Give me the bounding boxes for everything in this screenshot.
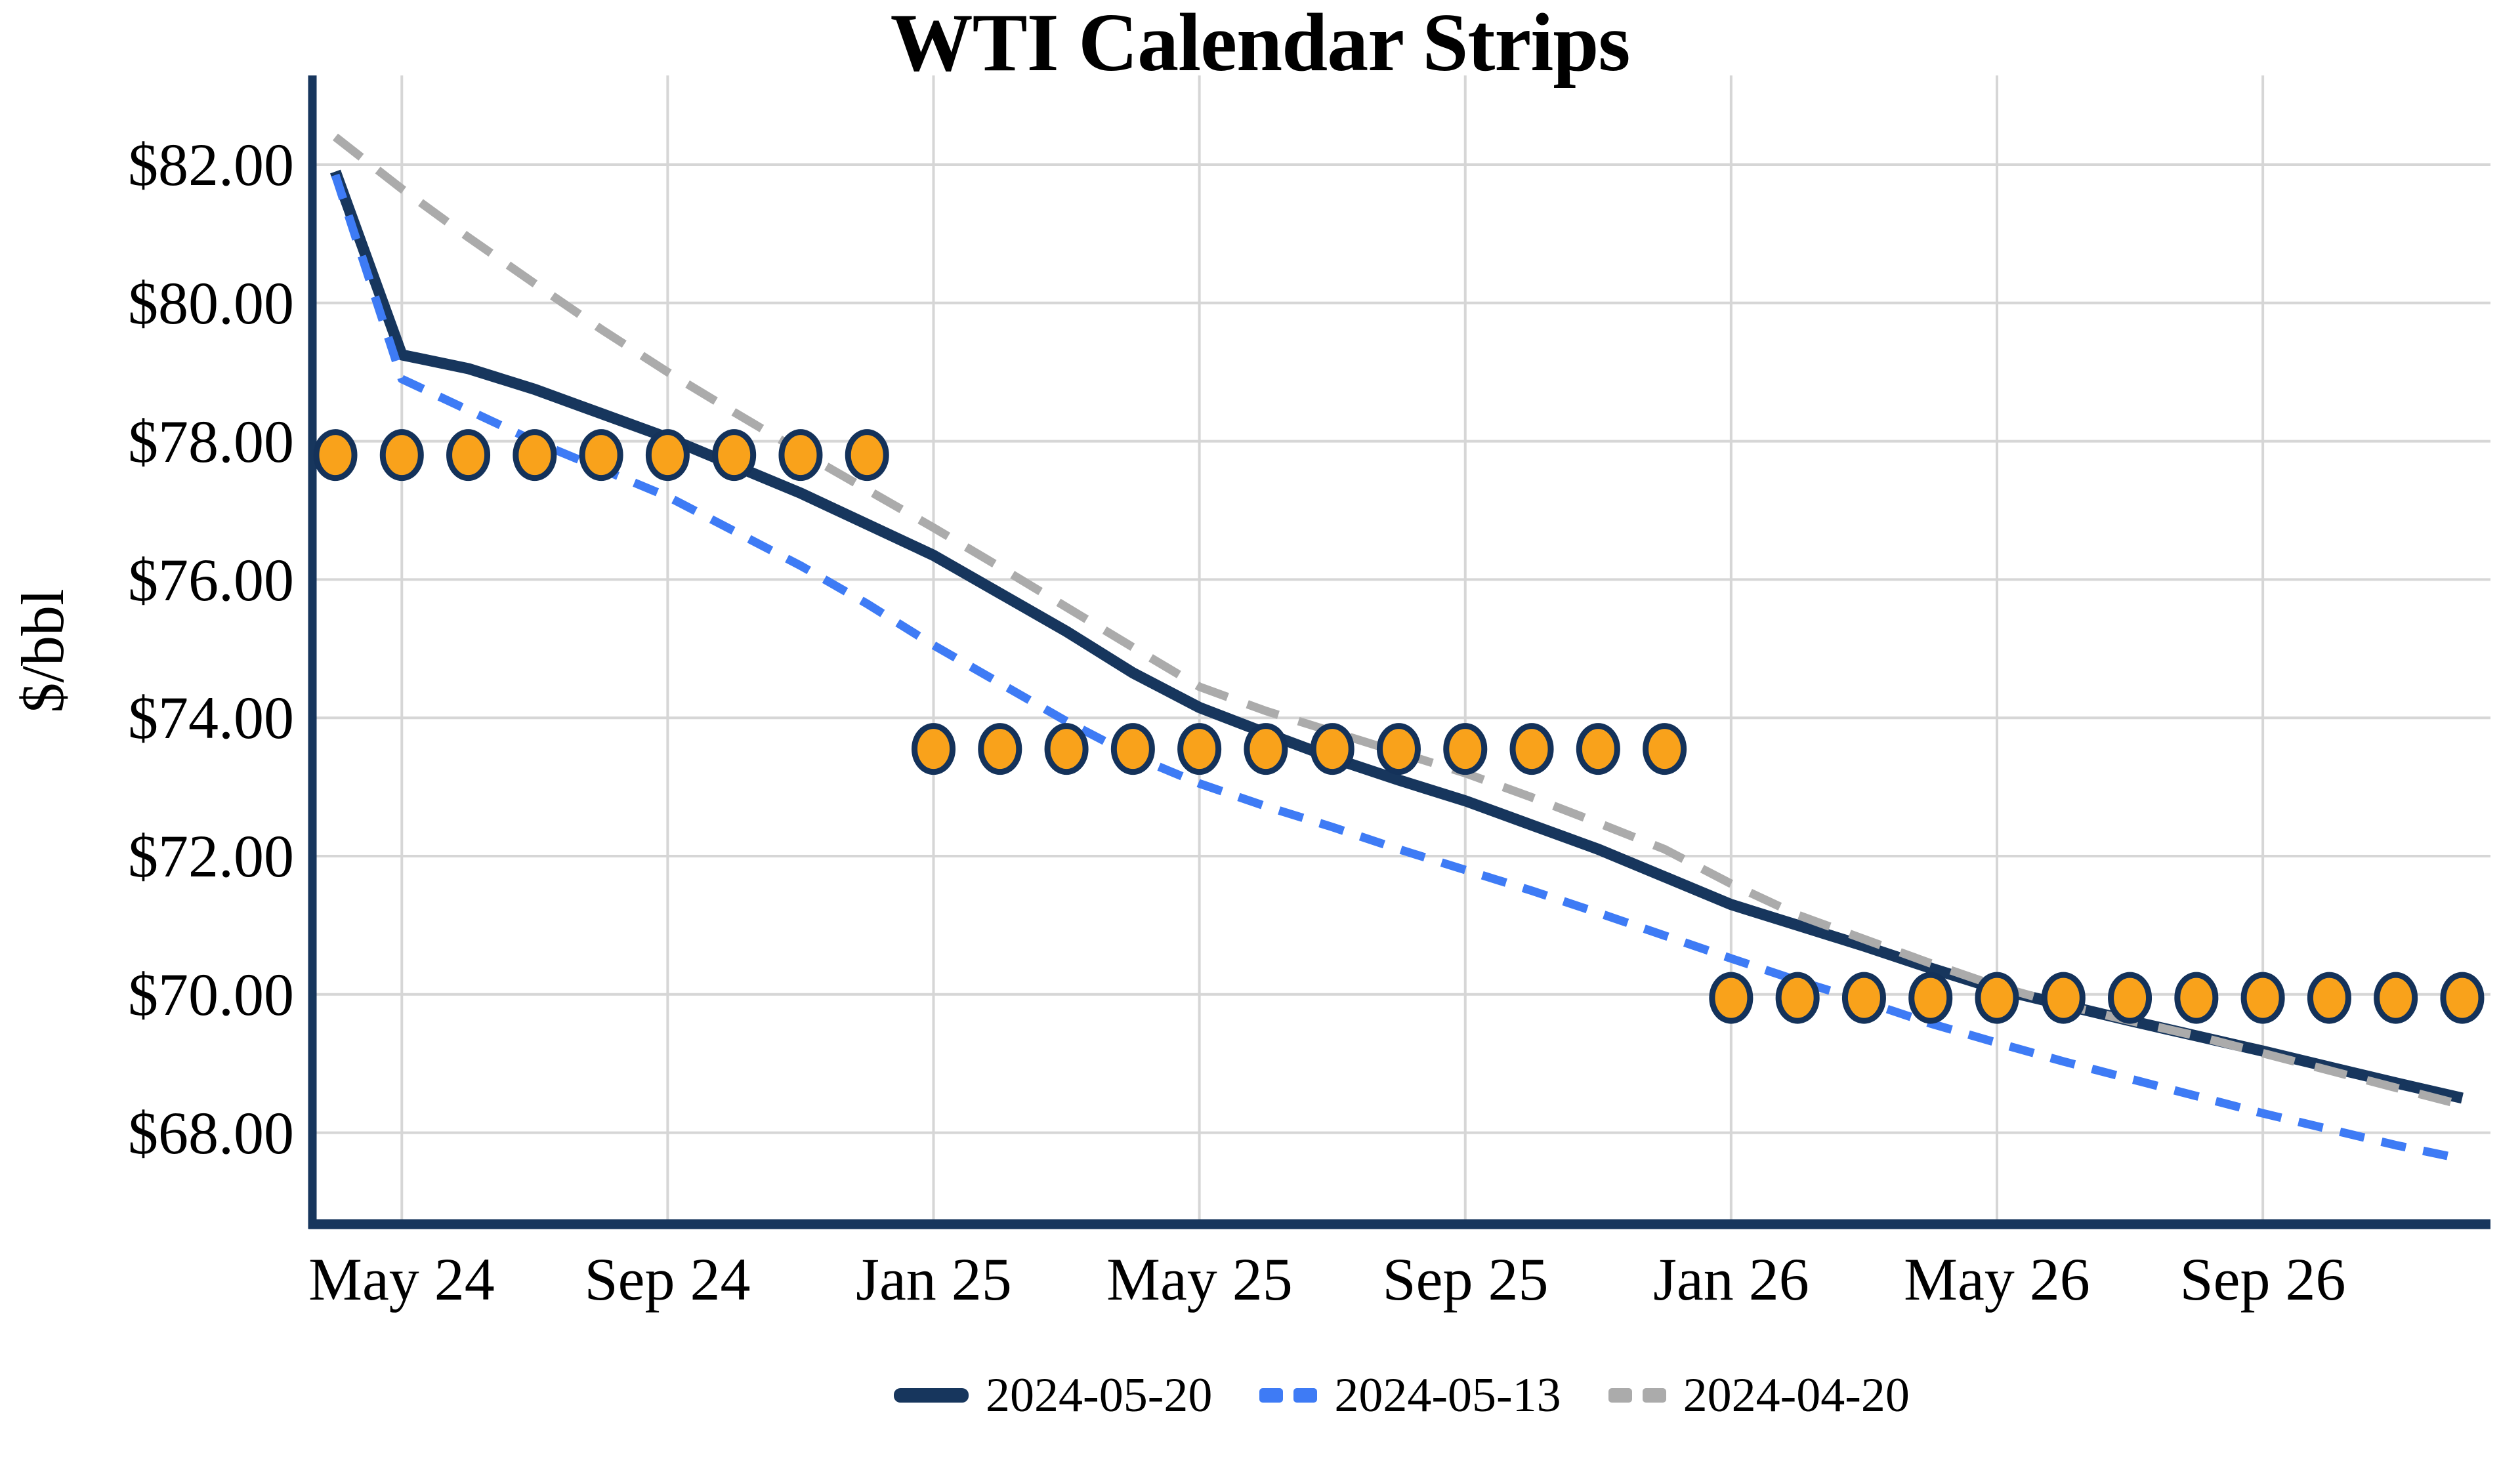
x-tick-label: Sep 26 (2179, 1246, 2346, 1313)
strip-average-dot (579, 429, 623, 482)
series-line-2024-04-20 (332, 133, 2464, 1109)
strip-average-dot (1044, 723, 1089, 775)
chart-title: WTI Calendar Strips (890, 0, 1631, 89)
strip-average-dot (313, 429, 358, 482)
series-line-2024-05-13 (331, 173, 2464, 1164)
y-tick-label: $82.00 (128, 131, 294, 198)
strip-average-dot (978, 723, 1022, 775)
strip-average-dot (1576, 723, 1620, 775)
strip-average-dot (2041, 972, 2086, 1024)
x-tick-label: May 25 (1106, 1246, 1293, 1313)
strip-average-dot (446, 429, 491, 482)
strip-average-dot (513, 429, 557, 482)
strip-average-dot (1110, 723, 1155, 775)
strip-average-dot (1310, 723, 1354, 775)
strip-average-dot (1975, 972, 2019, 1024)
y-tick-label: $80.00 (128, 270, 294, 337)
series-line-2024-05-20 (330, 169, 2464, 1104)
x-tick-label: Jan 26 (1653, 1246, 1809, 1313)
y-tick-label: $78.00 (128, 408, 294, 475)
x-tick-label: Sep 25 (1382, 1246, 1549, 1313)
legend: 2024-05-20 2024-05-13 2024-04-20 (312, 1366, 2491, 1425)
strip-average-dot (2440, 972, 2485, 1024)
y-tick-label: $76.00 (128, 546, 294, 613)
y-tick-label: $70.00 (128, 961, 294, 1028)
legend-label: 2024-04-20 (1683, 1368, 1910, 1422)
solid-line-swatch-icon (894, 1388, 969, 1403)
strip-average-dot (1177, 723, 1222, 775)
strip-average-dot (1709, 972, 1754, 1024)
legend-label: 2024-05-20 (986, 1368, 1213, 1422)
x-tick-label: May 26 (1904, 1246, 2090, 1313)
x-tick-label: Jan 25 (856, 1246, 1012, 1313)
legend-item-2024-05-13: 2024-05-13 (1259, 1366, 1561, 1425)
strip-average-dot (2174, 972, 2219, 1024)
strip-average-dot (379, 429, 424, 482)
legend-label: 2024-05-13 (1334, 1368, 1561, 1422)
strip-average-dot (1443, 723, 1488, 775)
x-tick-label: May 24 (308, 1246, 495, 1313)
y-tick-label: $72.00 (128, 823, 294, 890)
strip-average-dot (2307, 972, 2351, 1024)
strip-average-dot (1908, 972, 1953, 1024)
strip-average-dot (1841, 972, 1886, 1024)
strip-average-dot (778, 429, 823, 482)
strip-average-dot (845, 429, 889, 482)
strip-average-dot (712, 429, 757, 482)
strip-average-dot (1643, 723, 1687, 775)
strip-average-dot (1244, 723, 1288, 775)
strip-average-dot (1775, 972, 1820, 1024)
dashed-line-swatch-icon (1608, 1388, 1666, 1403)
legend-item-2024-05-20: 2024-05-20 (894, 1366, 1212, 1425)
legend-item-2024-04-20: 2024-04-20 (1608, 1366, 1910, 1425)
strip-average-dot (912, 723, 956, 775)
strip-average-dot (2240, 972, 2285, 1024)
dashed-line-swatch-icon (1259, 1388, 1318, 1403)
x-tick-label: Sep 24 (584, 1246, 751, 1313)
strip-average-dot (2374, 972, 2418, 1024)
strip-average-dot (1509, 723, 1554, 775)
y-tick-label: $68.00 (128, 1100, 294, 1166)
strip-average-dot (2108, 972, 2152, 1024)
strip-average-dot (645, 429, 690, 482)
y-tick-label: $74.00 (128, 684, 294, 751)
strip-average-dot (1376, 723, 1421, 775)
